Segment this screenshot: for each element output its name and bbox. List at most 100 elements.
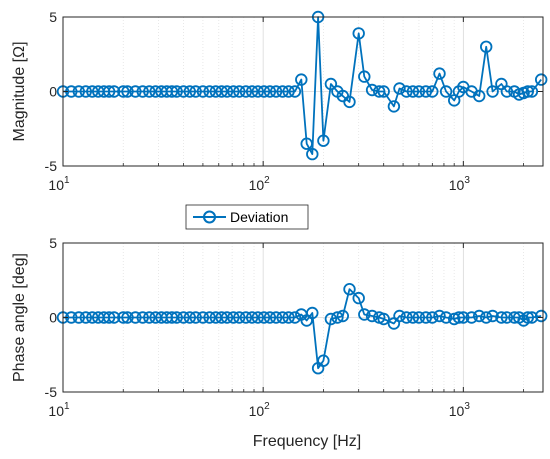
phase-data-point	[189, 311, 202, 324]
magnitude-data-point	[107, 85, 121, 98]
magnitude-data-point	[300, 137, 313, 150]
magnitude-data-point	[251, 85, 264, 98]
phase-data-point	[452, 311, 466, 324]
magnitude-data-point	[365, 83, 379, 97]
phase-x-tick-label: 102	[249, 401, 271, 419]
phase-data-point	[220, 311, 234, 324]
magnitude-data-point	[406, 85, 420, 98]
phase-data-point	[352, 291, 365, 305]
phase-ticks: 101 102 103 5 0 -5	[45, 235, 543, 419]
magnitude-series-line	[63, 16, 542, 156]
magnitude-series	[56, 10, 548, 161]
phase-y-axis-label: Phase angle [deg]	[11, 253, 28, 382]
magnitude-data-point	[276, 85, 289, 98]
magnitude-y-axis-label: Magnitude [Ω]	[11, 41, 28, 141]
phase-data-point	[521, 311, 535, 324]
magnitude-data-point	[358, 70, 371, 83]
phase-data-point	[406, 311, 420, 324]
magnitude-data-point	[86, 85, 99, 98]
phase-data-point	[535, 309, 548, 323]
phase-data-point	[419, 311, 433, 324]
phase-data-point	[117, 311, 130, 324]
magnitude-data-point	[295, 73, 308, 86]
phase-data-point	[121, 311, 134, 324]
phase-data-point	[165, 311, 179, 324]
phase-data-point	[276, 311, 289, 324]
magnitude-data-point	[324, 77, 338, 91]
magnitude-data-point	[189, 85, 202, 98]
magnitude-data-point	[170, 85, 183, 98]
phase-data-point	[282, 311, 295, 324]
phase-data-point	[525, 311, 539, 324]
magnitude-data-point	[288, 85, 302, 98]
phase-data-point	[412, 311, 426, 324]
phase-data-point	[343, 283, 356, 296]
phase-data-point	[365, 309, 379, 323]
phase-data-point	[72, 311, 86, 324]
magnitude-data-point	[269, 85, 283, 98]
phase-data-point	[86, 311, 99, 324]
phase-data-point	[306, 306, 319, 320]
magnitude-data-point	[377, 85, 390, 98]
magnitude-data-point	[412, 85, 426, 98]
magnitude-axes-box	[62, 16, 544, 167]
phase-data-point	[245, 311, 259, 324]
phase-data-point	[465, 311, 478, 324]
frequency-x-axis-label: Frequency [Hz]	[253, 433, 361, 450]
magnitude-data-point	[317, 134, 330, 147]
magnitude-data-point	[352, 27, 365, 40]
magnitude-y-tick-label: 0	[49, 84, 57, 100]
phase-data-point	[170, 311, 183, 324]
magnitude-data-point	[500, 85, 514, 98]
magnitude-panel: 101 102 103 5 0 -5 Magnitude [Ω]	[11, 9, 548, 193]
phase-data-point	[263, 311, 277, 324]
phase-data-point	[183, 311, 197, 324]
phase-x-tick-label: 103	[449, 401, 471, 419]
phase-data-point	[143, 311, 156, 324]
phase-data-point	[79, 311, 93, 324]
magnitude-data-point	[282, 85, 295, 98]
phase-data-point	[317, 354, 330, 367]
phase-data-point	[324, 312, 338, 326]
magnitude-data-point	[343, 95, 356, 109]
magnitude-data-point	[220, 85, 234, 98]
legend-entry-deviation: Deviation	[230, 209, 288, 225]
magnitude-data-point	[486, 85, 499, 98]
phase-data-point	[433, 309, 446, 323]
magnitude-x-tick-label: 102	[249, 175, 271, 193]
magnitude-data-point	[79, 85, 93, 98]
magnitude-data-point	[239, 85, 253, 98]
phase-data-point	[480, 311, 493, 324]
magnitude-data-point	[143, 85, 156, 98]
magnitude-data-point	[245, 85, 259, 98]
phase-data-point	[177, 311, 190, 324]
phase-data-point	[495, 311, 508, 324]
magnitude-data-point	[227, 85, 240, 98]
magnitude-data-point	[72, 85, 86, 98]
phase-data-point	[233, 311, 246, 324]
phase-y-tick-label: 0	[49, 310, 57, 326]
phase-y-tick-label: 5	[49, 235, 57, 251]
legend: Deviation	[185, 204, 309, 230]
phase-data-point	[393, 309, 406, 323]
phase-data-point	[400, 311, 413, 324]
magnitude-data-point	[263, 85, 277, 98]
phase-data-point	[107, 311, 121, 324]
phase-data-point	[102, 311, 116, 324]
magnitude-data-point	[102, 85, 116, 98]
phase-data-point	[439, 311, 453, 324]
phase-data-point	[457, 311, 470, 324]
magnitude-data-point	[257, 85, 271, 98]
phase-data-point	[251, 311, 264, 324]
magnitude-ticks: 101 102 103 5 0 -5	[45, 9, 543, 193]
magnitude-data-point	[400, 85, 413, 98]
magnitude-data-point	[525, 85, 539, 98]
magnitude-x-tick-label: 101	[48, 175, 70, 193]
magnitude-data-point	[521, 85, 535, 98]
phase-panel: 101 102 103 5 0 -5 Phase angle [deg] Frequenc…	[11, 235, 548, 450]
phase-data-point	[358, 308, 371, 321]
magnitude-data-point	[177, 85, 190, 98]
phase-data-point	[196, 311, 210, 324]
phase-data-point	[336, 309, 350, 323]
magnitude-data-point	[426, 85, 439, 98]
